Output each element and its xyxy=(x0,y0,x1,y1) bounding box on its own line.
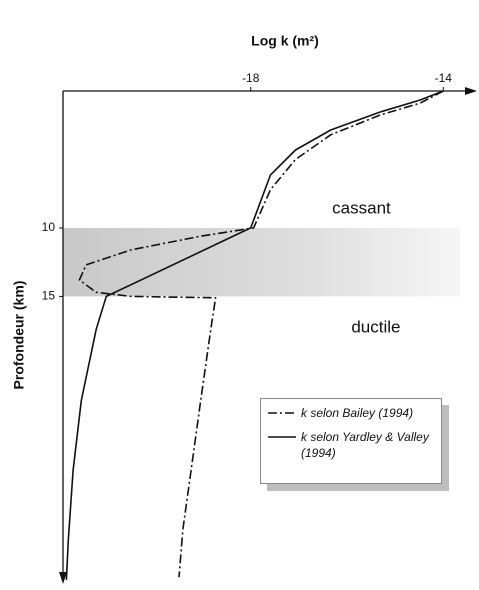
x-tick-label: -14 xyxy=(435,71,453,85)
x-axis-arrow xyxy=(465,87,477,95)
y-axis-label: Profondeur (km) xyxy=(11,281,27,390)
annotation: cassant xyxy=(332,198,391,217)
series-line xyxy=(65,90,444,580)
legend: k selon Bailey (1994) k selon Yardley & V… xyxy=(260,398,442,484)
x-tick-label: -18 xyxy=(242,71,260,85)
chart-title: Log k (m²) xyxy=(251,33,319,49)
y-tick-label: 15 xyxy=(42,289,56,303)
legend-swatch xyxy=(268,412,296,414)
legend-entry: k selon Bailey (1994) xyxy=(267,405,435,421)
shaded-band xyxy=(63,227,460,297)
y-tick-label: 10 xyxy=(42,220,56,234)
legend-entry: k selon Yardley & Valley (1994) xyxy=(267,429,435,461)
y-axis-arrow xyxy=(59,572,67,584)
legend-label: k selon Bailey (1994) xyxy=(301,406,414,420)
annotation: ductile xyxy=(351,317,400,336)
legend-swatch xyxy=(268,436,296,438)
series-line xyxy=(78,90,444,578)
legend-label: k selon Yardley & Valley (1994) xyxy=(301,430,429,460)
